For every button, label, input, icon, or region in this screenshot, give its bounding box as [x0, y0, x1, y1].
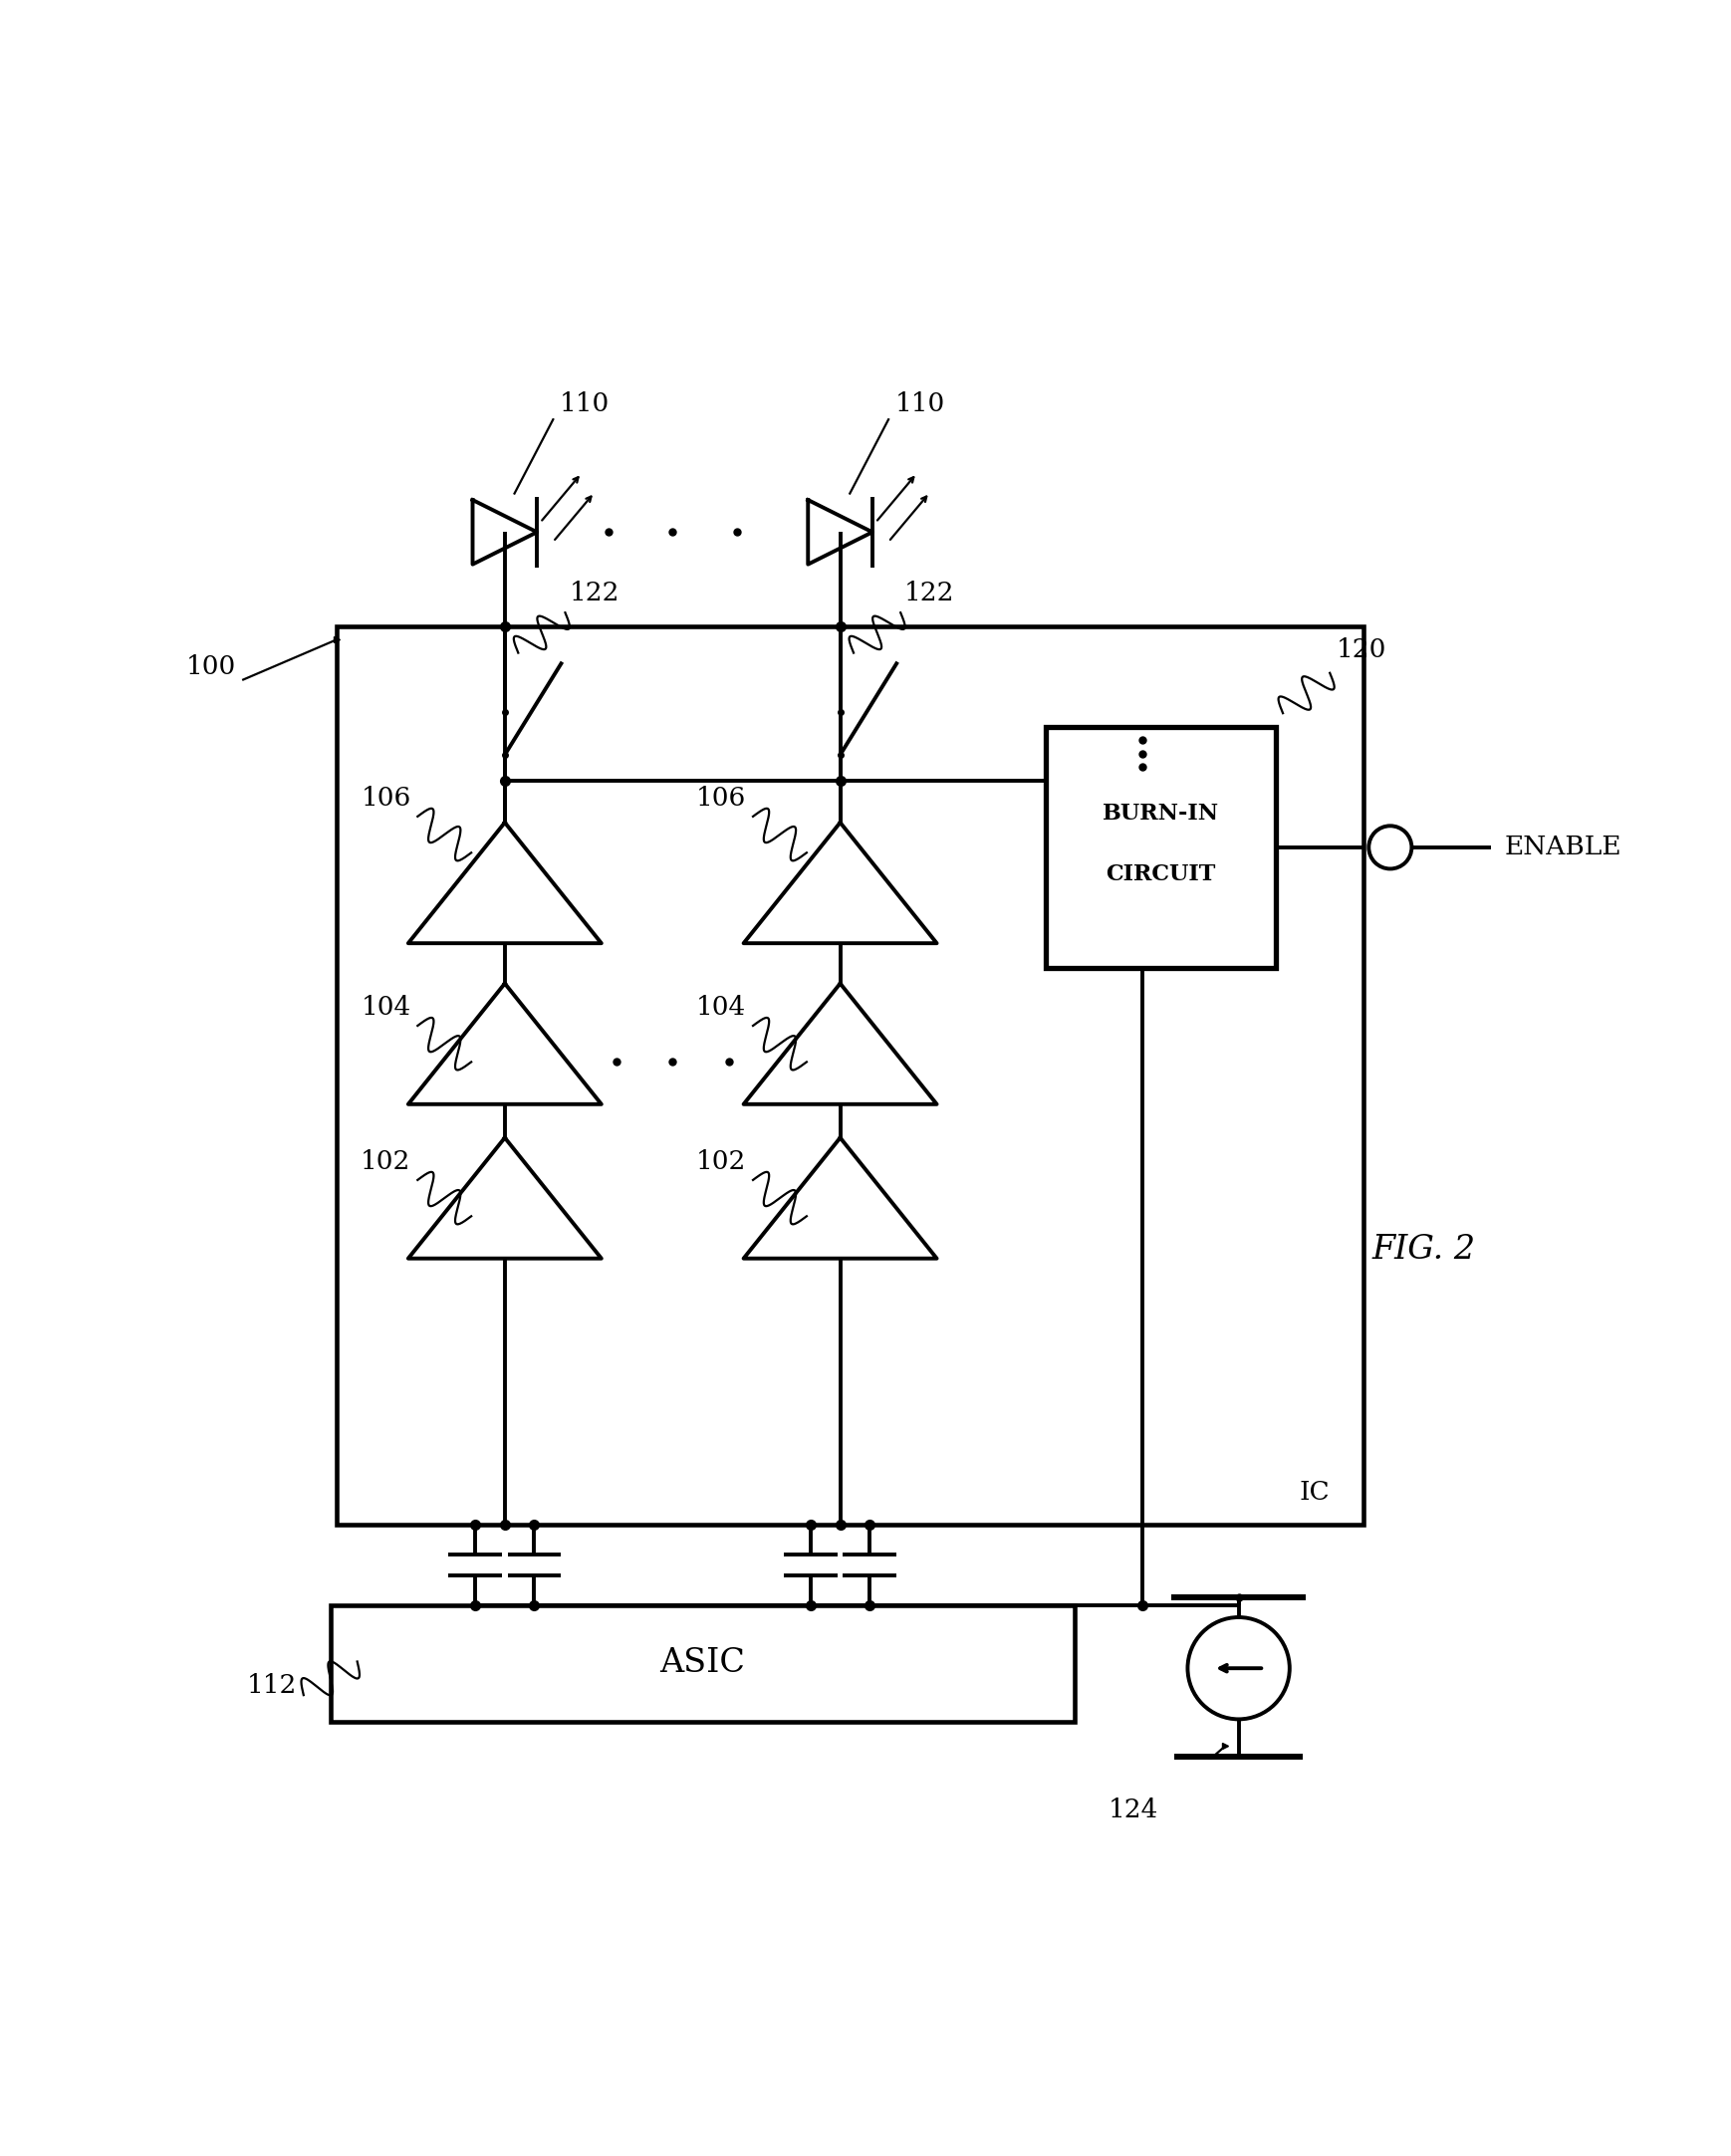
Text: ASIC: ASIC — [660, 1647, 746, 1680]
Text: 122: 122 — [905, 580, 956, 606]
Text: 110: 110 — [559, 392, 609, 416]
Text: 102: 102 — [360, 1149, 410, 1175]
Text: 106: 106 — [696, 785, 746, 811]
Text: 104: 104 — [696, 994, 746, 1020]
Bar — [1046, 727, 1276, 968]
Text: ENABLE: ENABLE — [1504, 834, 1622, 860]
Text: 102: 102 — [696, 1149, 746, 1175]
Text: 110: 110 — [895, 392, 945, 416]
Text: FIG. 2: FIG. 2 — [1373, 1233, 1475, 1266]
Text: 100: 100 — [187, 653, 237, 679]
Text: 106: 106 — [360, 785, 410, 811]
Text: 124: 124 — [1108, 1796, 1158, 1822]
Text: 122: 122 — [569, 580, 620, 606]
Bar — [338, 625, 1364, 1524]
Text: 120: 120 — [1336, 638, 1387, 662]
Bar — [331, 1606, 1075, 1723]
Text: IC: IC — [1300, 1479, 1329, 1505]
Text: 112: 112 — [248, 1673, 298, 1697]
Text: 104: 104 — [360, 994, 410, 1020]
Text: CIRCUIT: CIRCUIT — [1106, 862, 1215, 886]
Text: BURN-IN: BURN-IN — [1103, 802, 1219, 826]
